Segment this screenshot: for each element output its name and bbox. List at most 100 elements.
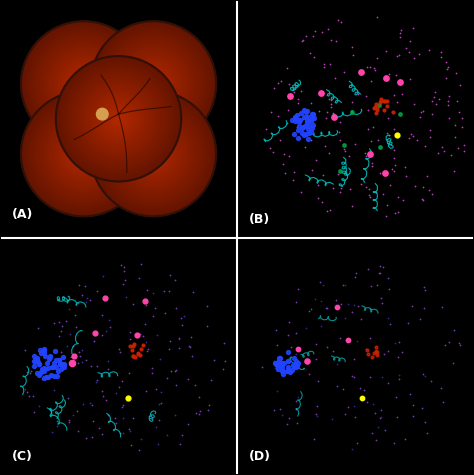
Point	[374, 136, 382, 143]
Point	[366, 334, 374, 342]
Circle shape	[100, 100, 137, 138]
Point	[101, 294, 109, 302]
Point	[278, 364, 286, 371]
Point	[428, 97, 436, 105]
Circle shape	[106, 106, 201, 200]
Point	[395, 371, 402, 379]
Point	[360, 387, 367, 394]
Point	[365, 191, 373, 199]
Point	[392, 394, 400, 401]
Point	[390, 108, 397, 115]
Point	[310, 114, 318, 122]
Text: (C): (C)	[12, 450, 33, 463]
Point	[50, 386, 57, 394]
Circle shape	[96, 108, 108, 120]
Point	[86, 399, 94, 407]
Point	[350, 373, 358, 381]
Point	[65, 417, 73, 424]
Point	[104, 358, 112, 365]
Point	[35, 360, 43, 368]
Point	[372, 188, 380, 195]
Point	[55, 319, 63, 326]
Point	[291, 360, 299, 367]
Circle shape	[46, 46, 121, 122]
Point	[374, 106, 381, 114]
Circle shape	[43, 43, 125, 125]
Point	[91, 378, 99, 385]
Point	[450, 360, 457, 367]
Point	[407, 38, 414, 45]
Point	[305, 116, 313, 124]
Point	[142, 387, 150, 395]
Point	[115, 383, 122, 391]
Point	[416, 50, 423, 57]
Point	[33, 357, 41, 364]
Circle shape	[109, 110, 197, 198]
Point	[34, 324, 42, 332]
Circle shape	[113, 113, 194, 194]
Point	[128, 441, 135, 449]
Point	[142, 339, 150, 346]
Point	[144, 345, 152, 352]
Point	[389, 166, 396, 173]
Point	[292, 298, 300, 306]
Point	[290, 354, 298, 361]
Point	[284, 367, 292, 374]
Point	[349, 51, 357, 58]
Point	[292, 363, 300, 371]
Point	[219, 365, 227, 373]
Point	[293, 362, 301, 370]
Point	[379, 263, 387, 270]
Point	[78, 347, 86, 354]
Point	[393, 53, 401, 60]
Circle shape	[147, 147, 160, 160]
Point	[128, 347, 135, 354]
Point	[89, 401, 96, 409]
Circle shape	[81, 81, 156, 156]
Point	[275, 354, 283, 362]
Point	[333, 296, 340, 304]
Point	[45, 373, 52, 381]
Point	[220, 339, 228, 347]
Point	[410, 24, 417, 32]
Point	[377, 97, 385, 105]
Point	[340, 68, 348, 76]
Point	[301, 122, 309, 130]
Point	[129, 352, 137, 360]
Point	[278, 367, 285, 374]
Circle shape	[71, 71, 96, 96]
Point	[383, 102, 391, 110]
Point	[273, 359, 281, 366]
Point	[136, 330, 144, 338]
Point	[404, 319, 411, 326]
Point	[393, 131, 401, 139]
Point	[318, 297, 325, 304]
Point	[344, 301, 351, 308]
Point	[390, 125, 398, 133]
Point	[391, 339, 399, 347]
Point	[296, 116, 303, 124]
Point	[46, 352, 54, 360]
Circle shape	[40, 40, 128, 128]
Point	[386, 139, 393, 147]
Point	[333, 360, 341, 368]
Point	[437, 53, 445, 61]
Point	[359, 394, 366, 402]
Point	[98, 311, 106, 319]
Point	[173, 381, 180, 389]
Circle shape	[141, 71, 166, 96]
Point	[281, 169, 289, 177]
Point	[294, 134, 301, 142]
Point	[298, 37, 306, 44]
Point	[26, 392, 33, 399]
Point	[368, 162, 376, 169]
Point	[383, 129, 391, 137]
Point	[348, 445, 356, 453]
Point	[329, 184, 337, 191]
Circle shape	[55, 125, 112, 182]
Point	[456, 341, 463, 349]
Point	[319, 171, 327, 179]
Point	[432, 100, 439, 108]
Point	[279, 370, 286, 378]
Point	[55, 356, 63, 363]
